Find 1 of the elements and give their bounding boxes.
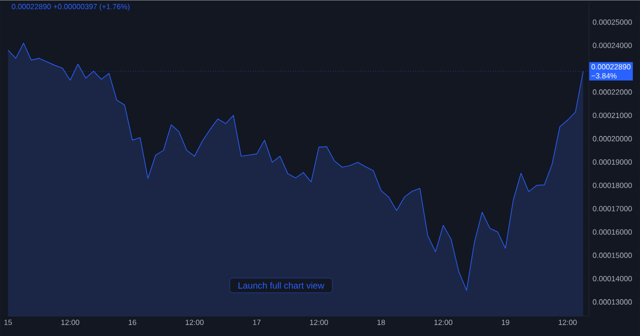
annotation: Launch full chart view <box>238 282 324 289</box>
